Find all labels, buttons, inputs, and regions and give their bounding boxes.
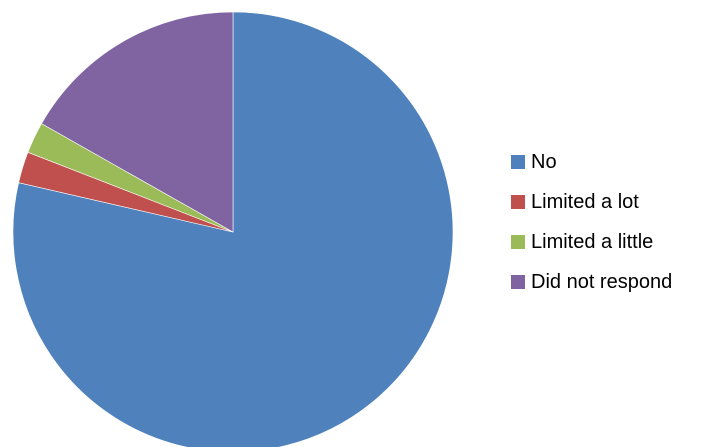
legend-swatch-limited-a-little <box>511 235 525 249</box>
legend: No Limited a lot Limited a little Did no… <box>511 142 672 302</box>
legend-label-did-not-respond: Did not respond <box>531 271 673 293</box>
legend-label-limited-a-lot: Limited a lot <box>531 191 639 213</box>
pie-slice-no <box>12 11 454 447</box>
legend-item-limited-a-little: Limited a little <box>511 222 672 262</box>
legend-swatch-did-not-respond <box>511 275 525 289</box>
legend-swatch-no <box>511 155 525 169</box>
pie-slice-did-not-respond <box>41 11 234 233</box>
legend-swatch-limited-a-lot <box>511 195 525 209</box>
legend-label-limited-a-little: Limited a little <box>531 231 654 253</box>
legend-item-did-not-respond: Did not respond <box>511 262 672 302</box>
legend-label-no: No <box>531 151 557 173</box>
legend-item-limited-a-lot: Limited a lot <box>511 182 672 222</box>
legend-item-no: No <box>511 142 672 182</box>
